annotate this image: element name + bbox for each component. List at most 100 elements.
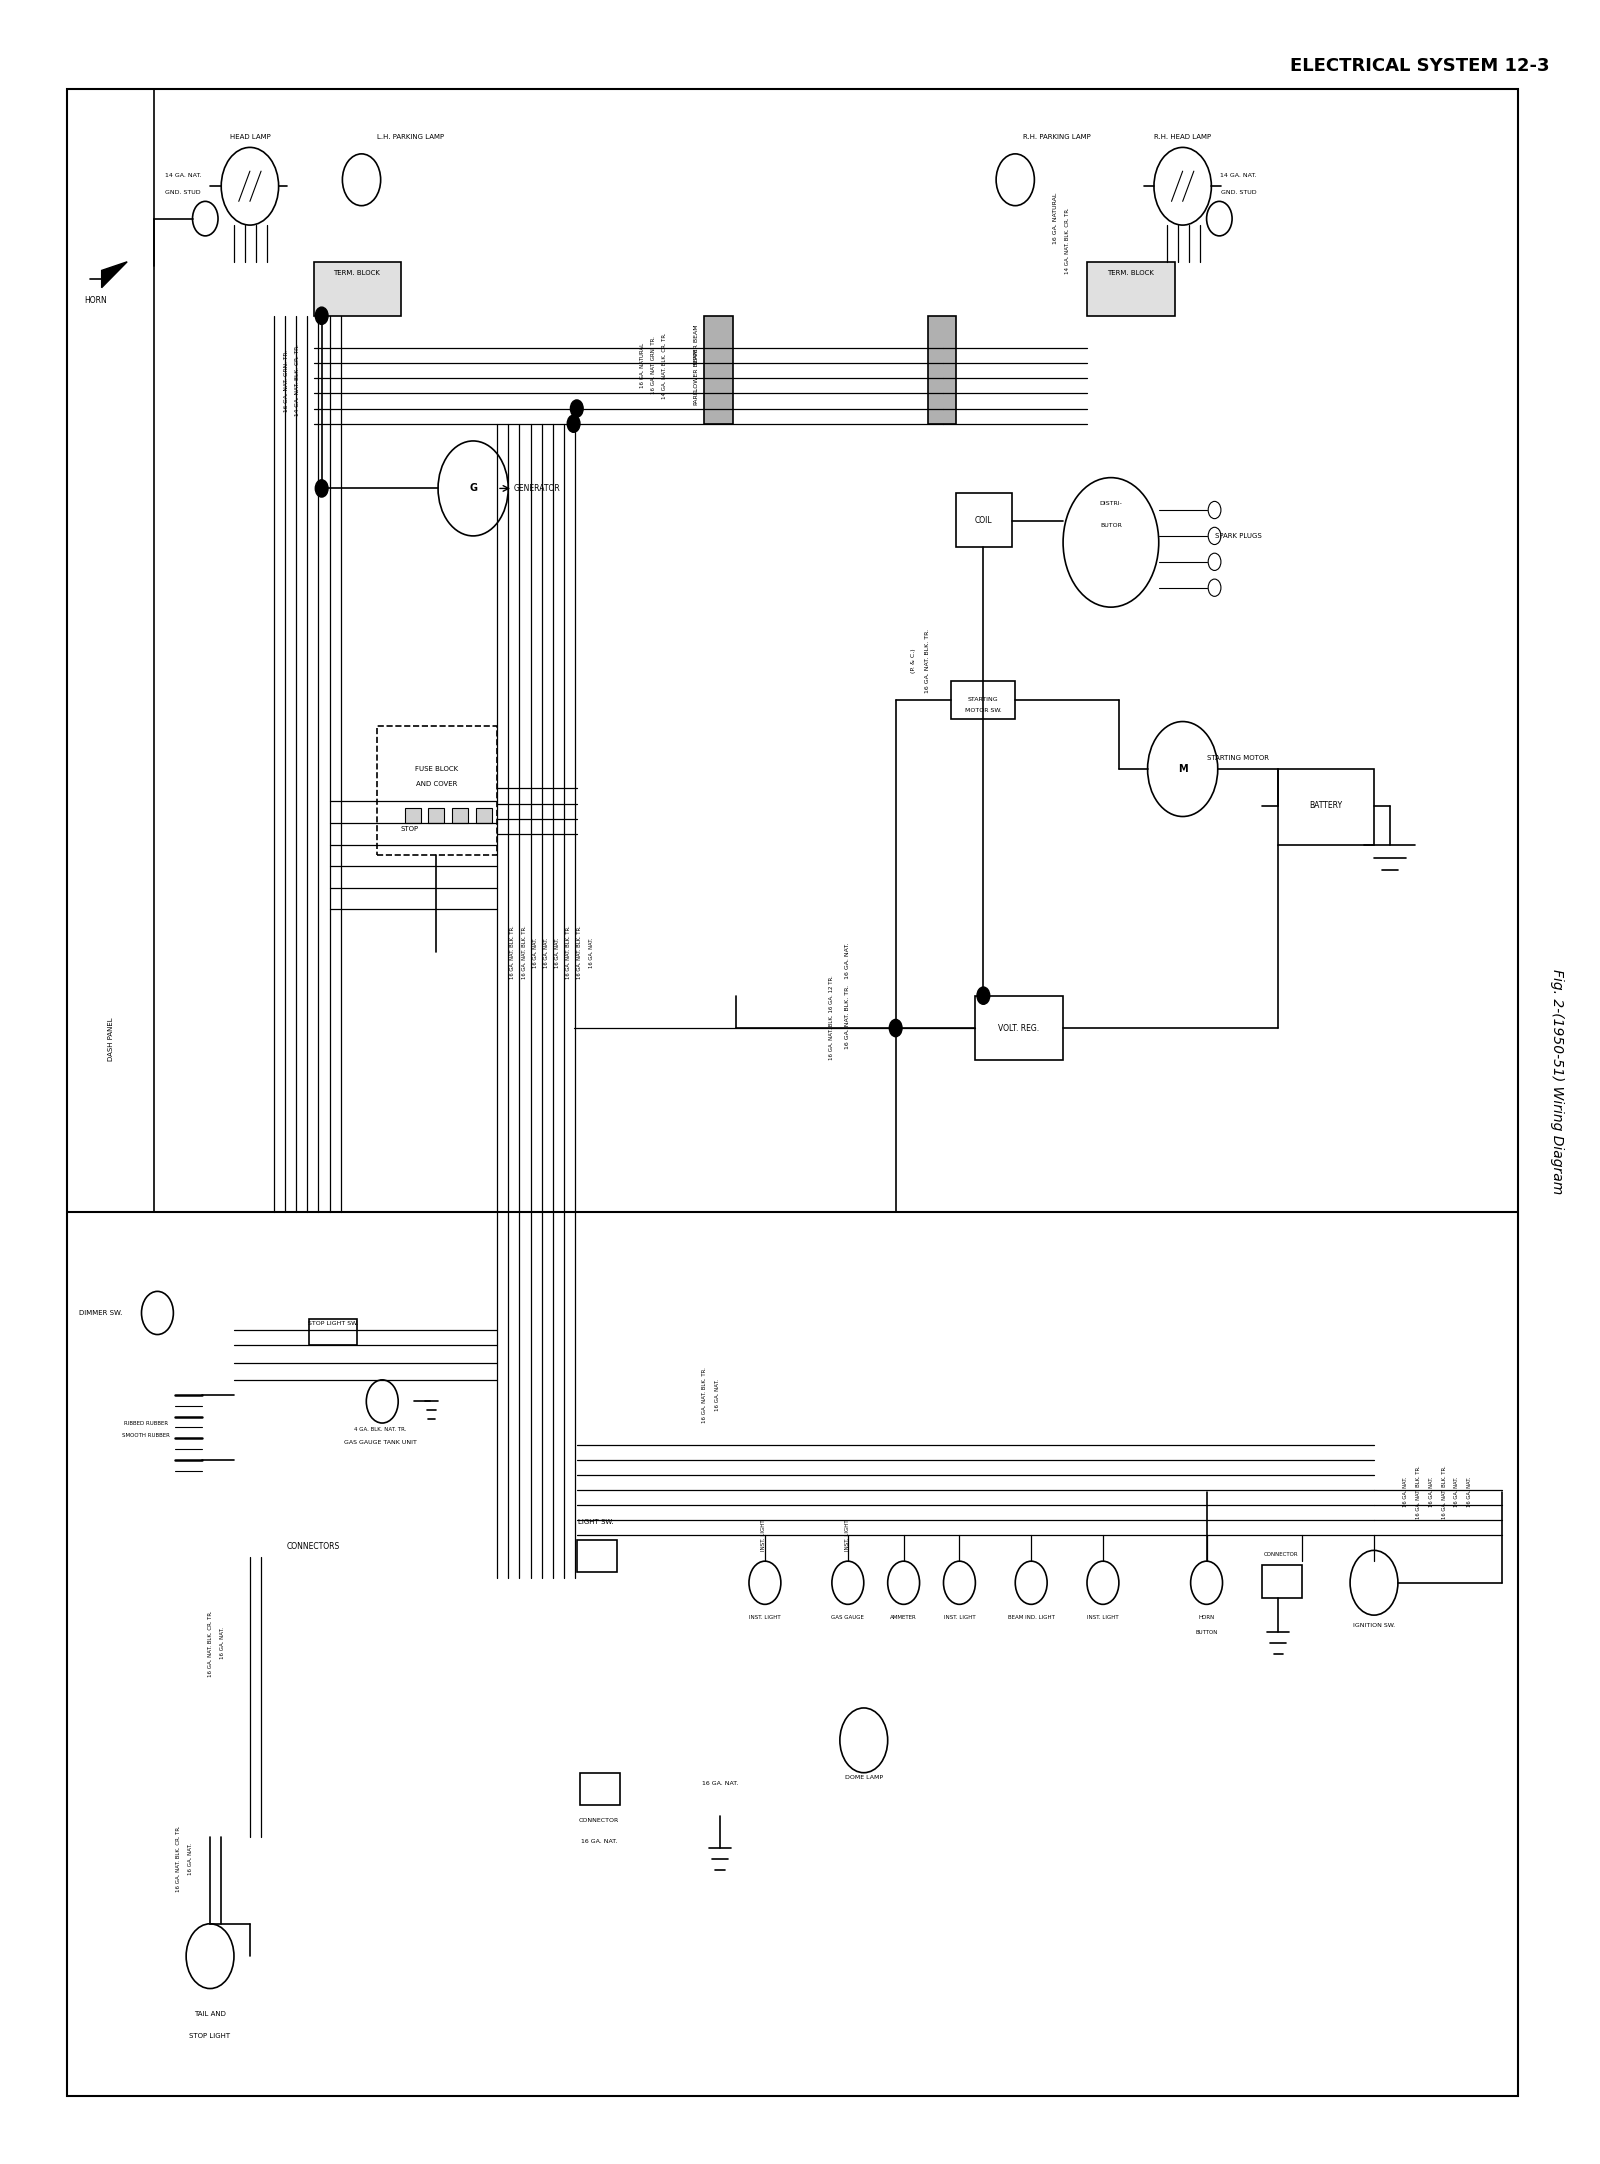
- Text: LOWER BEAM: LOWER BEAM: [694, 348, 699, 392]
- Text: DIMMER SW.: DIMMER SW.: [78, 1309, 122, 1316]
- Text: 16 GA. NAT.: 16 GA. NAT.: [581, 1839, 618, 1844]
- Text: DASH PANEL: DASH PANEL: [109, 1017, 114, 1060]
- Text: 16 GA. NAT. BLK. 16 GA. 12 TR.: 16 GA. NAT. BLK. 16 GA. 12 TR.: [829, 974, 834, 1060]
- Text: GND. STUD: GND. STUD: [165, 190, 200, 195]
- Text: BEAM IND. LIGHT: BEAM IND. LIGHT: [1008, 1614, 1054, 1621]
- Text: 16 GA. NAT.: 16 GA. NAT.: [221, 1627, 226, 1660]
- Bar: [576, 1539, 616, 1571]
- Circle shape: [978, 987, 990, 1004]
- Text: R.H. PARKING LAMP: R.H. PARKING LAMP: [1024, 134, 1091, 141]
- Text: 16 GA. NAT.: 16 GA. NAT.: [544, 937, 549, 967]
- Text: Fig. 2-(1950-51) Wiring Diagram: Fig. 2-(1950-51) Wiring Diagram: [1550, 969, 1565, 1195]
- Bar: [957, 493, 1013, 547]
- Text: INST. LIGHT: INST. LIGHT: [762, 1519, 766, 1552]
- Text: HORN: HORN: [83, 296, 107, 305]
- Text: AND COVER: AND COVER: [416, 781, 458, 788]
- Text: 16 GA. NAT.: 16 GA. NAT.: [715, 1378, 720, 1411]
- Text: INST. LIGHT: INST. LIGHT: [845, 1519, 850, 1552]
- Text: 14 GA. NAT.: 14 GA. NAT.: [165, 173, 202, 177]
- Text: 16 GA. NAT.: 16 GA. NAT.: [555, 937, 560, 967]
- Text: BUTTON: BUTTON: [1195, 1629, 1218, 1636]
- Text: IGNITION SW.: IGNITION SW.: [1354, 1623, 1395, 1629]
- Text: DISTRI-: DISTRI-: [1099, 502, 1122, 506]
- Text: M: M: [1178, 764, 1187, 775]
- Bar: [704, 316, 733, 424]
- Text: 16 GA. NATURAL: 16 GA. NATURAL: [1053, 193, 1058, 245]
- Text: CONNECTOR: CONNECTOR: [579, 1818, 619, 1822]
- Text: 16 GA. NAT. BLK. TR.: 16 GA. NAT. BLK. TR.: [522, 926, 526, 980]
- Text: R.H. HEAD LAMP: R.H. HEAD LAMP: [1154, 134, 1211, 141]
- Text: 16 GA. NAT. BLK. TR.   16 GA. NAT.: 16 GA. NAT. BLK. TR. 16 GA. NAT.: [845, 941, 850, 1050]
- Text: RIBBED RUBBER: RIBBED RUBBER: [125, 1420, 168, 1426]
- Text: 16 GA. NAT.: 16 GA. NAT.: [1403, 1476, 1408, 1508]
- Bar: [314, 262, 402, 316]
- Text: SMOOTH RUBBER: SMOOTH RUBBER: [122, 1433, 170, 1439]
- Text: 14 GA. NAT. BLK. CR. TR.: 14 GA. NAT. BLK. CR. TR.: [1066, 208, 1070, 273]
- Text: INST. LIGHT: INST. LIGHT: [749, 1614, 781, 1621]
- Text: LIGHT SW.: LIGHT SW.: [578, 1519, 614, 1526]
- Text: AMMETER: AMMETER: [890, 1614, 917, 1621]
- Text: COIL: COIL: [974, 517, 992, 526]
- Text: 16 GA. NAT. GRN. TR.: 16 GA. NAT. GRN. TR.: [285, 348, 290, 411]
- Text: 16 GA. NAT. BLK. TR.: 16 GA. NAT. BLK. TR.: [578, 926, 582, 980]
- Text: 16 GA. NAT.: 16 GA. NAT.: [533, 937, 538, 967]
- Text: VOLT. REG.: VOLT. REG.: [998, 1024, 1038, 1032]
- Text: STARTING: STARTING: [968, 697, 998, 703]
- Text: GND. STUD: GND. STUD: [1221, 190, 1256, 195]
- Bar: [405, 807, 421, 822]
- Text: STOP LIGHT SW.: STOP LIGHT SW.: [307, 1322, 358, 1327]
- Text: DOME LAMP: DOME LAMP: [845, 1774, 883, 1779]
- Bar: [1086, 262, 1174, 316]
- Text: 16 GA. NAT. BLK. CR. TR.: 16 GA. NAT. BLK. CR. TR.: [208, 1610, 213, 1677]
- Circle shape: [890, 1019, 902, 1037]
- Text: 14 GA. NAT.: 14 GA. NAT.: [1221, 173, 1256, 177]
- Text: ELECTRICAL SYSTEM 12-3: ELECTRICAL SYSTEM 12-3: [1290, 56, 1549, 76]
- Text: L.H. PARKING LAMP: L.H. PARKING LAMP: [378, 134, 445, 141]
- Text: MOTOR SW.: MOTOR SW.: [965, 708, 1002, 714]
- Circle shape: [568, 415, 579, 433]
- Text: 16 GA. NAT. BLK. TR.: 16 GA. NAT. BLK. TR.: [510, 926, 515, 980]
- Text: 16 GA. NAT.: 16 GA. NAT.: [1454, 1476, 1459, 1508]
- Bar: [579, 1772, 619, 1805]
- Text: 16 GA. NAT. GRN. TR.: 16 GA. NAT. GRN. TR.: [651, 335, 656, 394]
- Text: 16 GA. NAT.: 16 GA. NAT.: [589, 937, 594, 967]
- Text: STARTING MOTOR: STARTING MOTOR: [1208, 755, 1269, 762]
- Text: 16 GA. NAT. BLK. TR.: 16 GA. NAT. BLK. TR.: [925, 630, 930, 692]
- Bar: [1278, 768, 1374, 844]
- Text: GENERATOR: GENERATOR: [514, 485, 560, 493]
- Text: UPPER BEAM: UPPER BEAM: [694, 325, 699, 364]
- Text: 16 GA. NAT. BLK. TR.: 16 GA. NAT. BLK. TR.: [702, 1368, 707, 1424]
- Text: BUTOR: BUTOR: [1099, 524, 1122, 528]
- Text: 16 GA. NAT. BLK. TR.: 16 GA. NAT. BLK. TR.: [1416, 1465, 1421, 1519]
- Text: HORN: HORN: [1198, 1614, 1214, 1621]
- Text: INST. LIGHT: INST. LIGHT: [1086, 1614, 1118, 1621]
- Text: STOP LIGHT: STOP LIGHT: [189, 2032, 230, 2038]
- Bar: [429, 807, 445, 822]
- Text: 16 GA. NAT.: 16 GA. NAT.: [1467, 1476, 1472, 1508]
- Bar: [1262, 1565, 1302, 1597]
- Text: 14 GA. NAT. BLK. CR. TR.: 14 GA. NAT. BLK. CR. TR.: [662, 331, 667, 398]
- Text: BATTERY: BATTERY: [1310, 801, 1342, 809]
- Text: CONNECTORS: CONNECTORS: [286, 1541, 341, 1552]
- Text: G: G: [469, 483, 477, 493]
- Text: 4 GA. BLK. NAT. TR.: 4 GA. BLK. NAT. TR.: [355, 1426, 406, 1433]
- Text: GAS GAUGE: GAS GAUGE: [832, 1614, 864, 1621]
- Text: CONNECTOR: CONNECTOR: [1264, 1552, 1299, 1558]
- Polygon shape: [102, 262, 126, 288]
- Text: GAS GAUGE TANK UNIT: GAS GAUGE TANK UNIT: [344, 1439, 418, 1446]
- Circle shape: [570, 400, 582, 418]
- Bar: [976, 995, 1062, 1060]
- Text: 14 GA. NAT. BLK. CR. TR.: 14 GA. NAT. BLK. CR. TR.: [296, 344, 301, 415]
- Circle shape: [315, 480, 328, 498]
- Bar: [477, 807, 493, 822]
- Text: 16 GA. NAT. BLK. TR.: 16 GA. NAT. BLK. TR.: [566, 926, 571, 980]
- Text: 16 GA. NAT. BLK. CR. TR.: 16 GA. NAT. BLK. CR. TR.: [176, 1826, 181, 1891]
- Bar: [309, 1320, 357, 1346]
- Text: 16 GA. NATURAL: 16 GA. NATURAL: [640, 342, 645, 387]
- Circle shape: [315, 307, 328, 325]
- Text: PARK.: PARK.: [694, 387, 699, 405]
- Text: FUSE BLOCK: FUSE BLOCK: [414, 766, 458, 773]
- Bar: [952, 679, 1016, 718]
- Text: HEAD LAMP: HEAD LAMP: [229, 134, 270, 141]
- Text: SPARK PLUGS: SPARK PLUGS: [1214, 532, 1262, 539]
